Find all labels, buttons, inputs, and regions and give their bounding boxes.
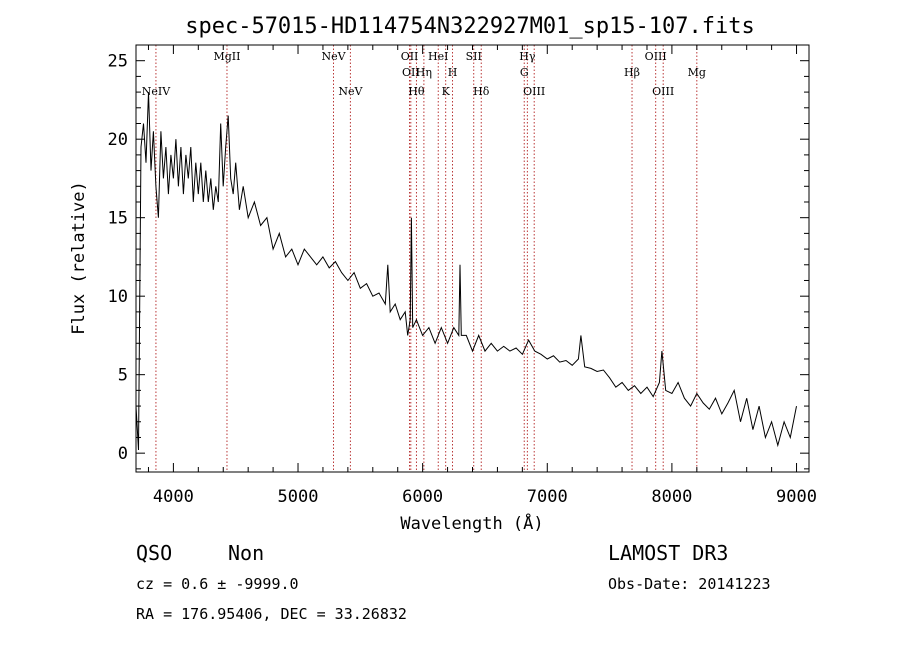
x-tick-label-9000: 9000 (776, 487, 817, 507)
x-tick-label-7000: 7000 (527, 487, 568, 507)
line-label-4: OII (401, 50, 419, 63)
y-axis-ticks: 0 5 10 15 20 25 (108, 44, 809, 470)
x-tick-label-8000: 8000 (651, 487, 692, 507)
line-label-15: OIII (523, 85, 545, 98)
line-label-7: Hθ (408, 85, 425, 98)
x-tick-label-4000: 4000 (153, 487, 194, 507)
x-axis-label: Wavelength (Å) (400, 512, 543, 534)
survey-name: LAMOST DR3 (608, 541, 728, 565)
y-tick-label-20: 20 (108, 130, 128, 150)
line-label-8: HeI (428, 50, 448, 63)
object-subclass: Non (228, 541, 264, 565)
y-tick-label-15: 15 (108, 209, 128, 229)
line-label-5: OII (402, 66, 420, 79)
line-label-1: MgII (213, 50, 240, 63)
redshift-readout: cz = 0.6 ± -9999.0 (136, 575, 299, 593)
chart-title: spec-57015-HD114754N322927M01_sp15-107.f… (185, 14, 755, 39)
line-label-2: NeV (321, 50, 346, 63)
line-label-9: K (442, 85, 451, 98)
y-tick-label-5: 5 (118, 366, 128, 386)
line-label-19: Mg (688, 66, 706, 79)
line-label-10: H (448, 66, 458, 79)
line-label-0: NeIV (142, 85, 171, 98)
y-tick-label-0: 0 (118, 444, 128, 464)
y-tick-label-25: 25 (108, 52, 128, 72)
emission-line-markers (155, 45, 698, 472)
x-tick-label-5000: 5000 (278, 487, 319, 507)
y-tick-label-10: 10 (108, 287, 128, 307)
line-label-11: SII (466, 50, 482, 63)
line-label-3: NeV (338, 85, 363, 98)
x-tick-label-6000: 6000 (402, 487, 443, 507)
line-label-14: G (520, 66, 529, 79)
line-label-17: OIII (645, 50, 667, 63)
coordinates-readout: RA = 176.95406, DEC = 33.26832 (136, 605, 407, 623)
y-axis-label: Flux (relative) (69, 181, 89, 335)
spectrum-line (135, 92, 797, 451)
line-label-6: Hη (416, 66, 432, 79)
line-label-12: Hδ (473, 85, 490, 98)
line-label-18: OIII (652, 85, 674, 98)
x-axis-ticks: 4000 5000 6000 7000 8000 9000 (147, 45, 817, 507)
line-label-13: Hγ (519, 50, 536, 63)
observation-date: Obs-Date: 20141223 (608, 575, 771, 593)
line-label-16: Hβ (624, 66, 640, 79)
object-class: QSO (136, 541, 172, 565)
